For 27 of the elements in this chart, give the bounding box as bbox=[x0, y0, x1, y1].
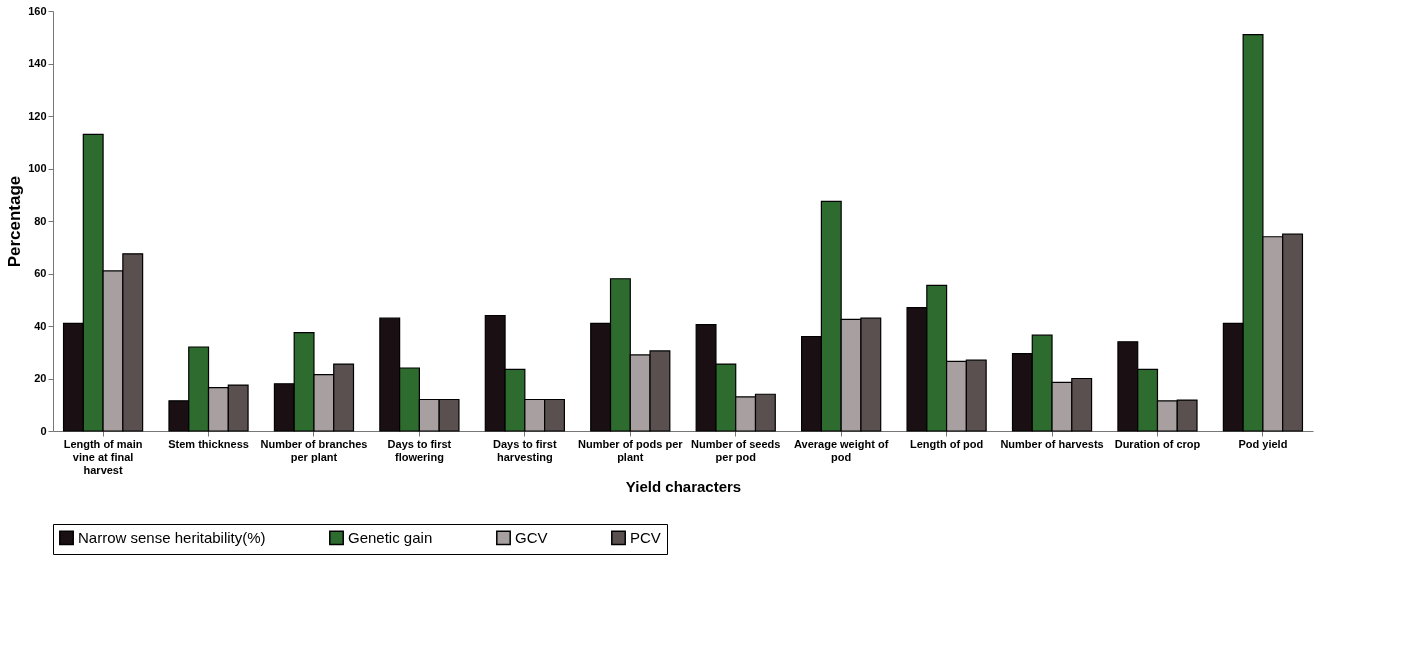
y-tick-label: 140 bbox=[28, 57, 47, 69]
x-tick-label: Number of pods per plant bbox=[578, 437, 684, 463]
y-tick-label: 100 bbox=[28, 162, 47, 174]
legend-label: GCV bbox=[515, 528, 548, 546]
x-tick-label: Length of main vine at final harvest bbox=[63, 437, 143, 476]
x-tick-label: Number of branches per plant bbox=[260, 437, 368, 463]
y-tick-label: 120 bbox=[28, 109, 47, 122]
x-tick-label: Stem thickness bbox=[168, 437, 249, 450]
y-tick-label: 80 bbox=[34, 214, 47, 227]
x-tick-label: Days to first harvesting bbox=[493, 437, 557, 463]
x-tick-label: Length of pod bbox=[909, 437, 984, 450]
x-axis-title: Yield characters bbox=[625, 477, 742, 495]
y-tick-label: 20 bbox=[34, 372, 47, 384]
x-tick-label: Pod yield bbox=[1238, 437, 1288, 450]
y-tick-label: 40 bbox=[34, 319, 47, 332]
legend-label: Genetic gain bbox=[348, 528, 433, 546]
legend-label: Narrow sense heritability(%) bbox=[78, 528, 266, 546]
y-tick-label: 60 bbox=[34, 267, 47, 279]
x-tick-label: Days to first flowering bbox=[387, 437, 452, 463]
x-tick-label: Number of harvests bbox=[1000, 437, 1104, 450]
x-tick-label: Average weight of pod bbox=[793, 437, 889, 463]
y-axis-title: Percentage bbox=[5, 175, 25, 268]
y-tick-label: 0 bbox=[40, 424, 47, 437]
legend-label: PCV bbox=[630, 528, 661, 546]
x-tick-label: Duration of crop bbox=[1114, 437, 1201, 450]
x-tick-label: Number of seeds per pod bbox=[691, 437, 781, 463]
y-tick-label: 160 bbox=[28, 4, 47, 17]
